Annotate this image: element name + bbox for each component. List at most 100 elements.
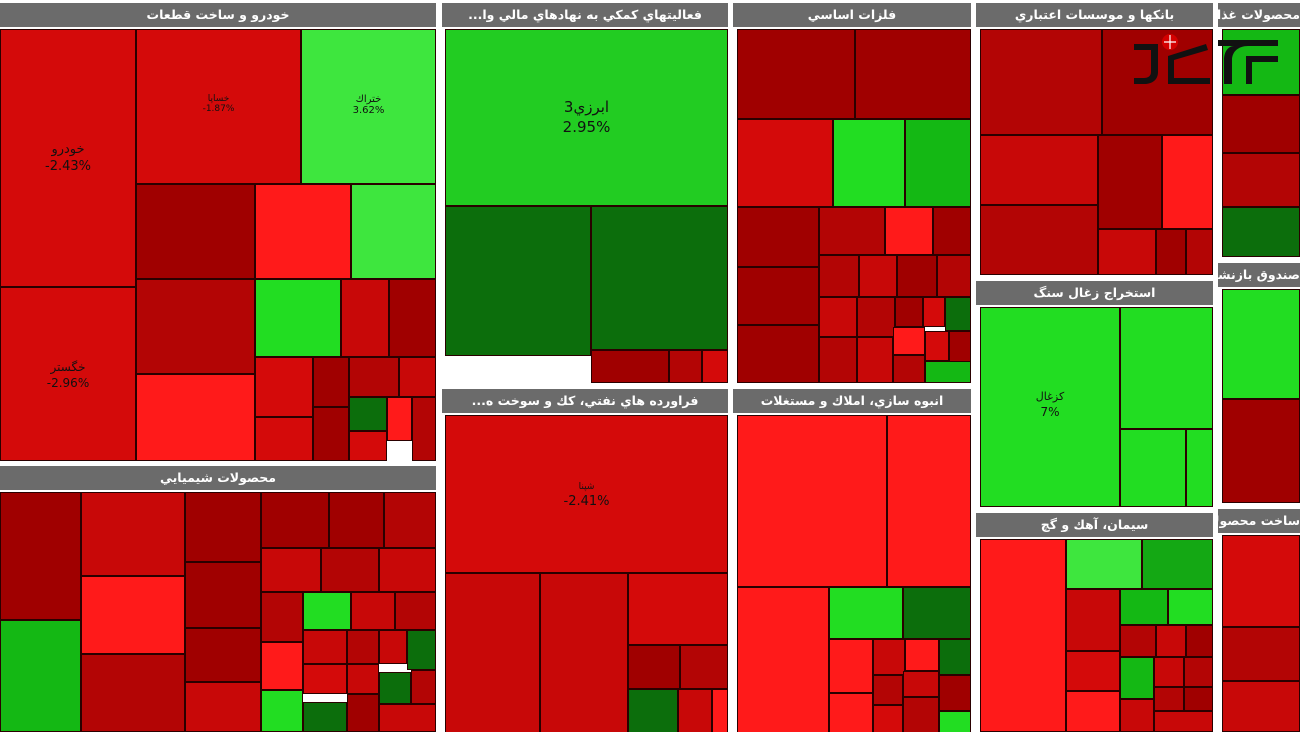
treemap-tile[interactable] xyxy=(136,184,255,279)
treemap-tile[interactable] xyxy=(980,135,1098,205)
treemap-tile[interactable] xyxy=(136,279,255,374)
treemap-tile[interactable] xyxy=(136,374,255,461)
treemap-tile[interactable] xyxy=(829,639,873,693)
treemap-tile[interactable] xyxy=(933,207,971,255)
treemap-tile[interactable] xyxy=(0,620,81,732)
treemap-tile[interactable] xyxy=(1098,229,1156,275)
treemap-tile[interactable] xyxy=(923,297,945,327)
treemap-tile[interactable] xyxy=(897,255,937,297)
treemap-tile[interactable] xyxy=(255,184,351,279)
treemap-tile[interactable] xyxy=(255,357,313,417)
treemap-tile[interactable] xyxy=(81,654,185,732)
treemap-tile[interactable] xyxy=(857,337,893,383)
treemap-tile[interactable] xyxy=(445,573,540,732)
treemap-tile[interactable] xyxy=(819,297,857,337)
treemap-tile[interactable] xyxy=(1120,307,1213,429)
treemap-tile[interactable] xyxy=(680,645,728,689)
treemap-tile[interactable] xyxy=(341,279,389,357)
treemap-tile[interactable] xyxy=(819,255,859,297)
treemap-tile[interactable] xyxy=(185,492,261,562)
treemap-tile[interactable] xyxy=(255,279,341,357)
treemap-tile[interactable] xyxy=(873,639,905,675)
treemap-tile[interactable] xyxy=(1222,399,1300,503)
treemap-tile[interactable] xyxy=(903,587,971,639)
treemap-tile[interactable] xyxy=(445,206,591,356)
treemap-tile[interactable] xyxy=(980,205,1098,275)
treemap-tile[interactable] xyxy=(895,297,923,327)
treemap-tile[interactable] xyxy=(859,255,897,297)
treemap-tile[interactable] xyxy=(855,29,971,119)
treemap-tile[interactable] xyxy=(905,639,939,671)
treemap-tile[interactable] xyxy=(407,630,436,670)
treemap-tile[interactable] xyxy=(412,397,436,461)
treemap-tile[interactable]: ابرزي3 2.95% xyxy=(445,29,728,206)
treemap-tile[interactable] xyxy=(185,682,261,732)
treemap-tile[interactable] xyxy=(925,361,971,383)
treemap-tile[interactable] xyxy=(1156,625,1186,657)
treemap-tile[interactable] xyxy=(384,492,436,548)
treemap-tile[interactable] xyxy=(351,592,395,630)
treemap-tile[interactable]: شپنا -2.41% xyxy=(445,415,728,573)
treemap-tile[interactable] xyxy=(905,119,971,207)
treemap-tile[interactable] xyxy=(1186,625,1213,657)
treemap-tile[interactable] xyxy=(81,576,185,654)
treemap-tile[interactable] xyxy=(387,397,412,441)
treemap-tile[interactable]: خودرو -2.43% xyxy=(0,29,136,287)
treemap-tile[interactable] xyxy=(737,119,833,207)
treemap-tile[interactable] xyxy=(303,592,351,630)
treemap-tile[interactable] xyxy=(1142,539,1213,589)
treemap-tile[interactable] xyxy=(329,492,384,548)
treemap-tile[interactable] xyxy=(1154,657,1184,687)
treemap-tile[interactable] xyxy=(379,630,407,664)
treemap-tile[interactable] xyxy=(411,670,436,704)
treemap-tile[interactable]: خساپا -1.87% xyxy=(136,29,301,184)
treemap-tile[interactable] xyxy=(1120,625,1156,657)
treemap-tile[interactable] xyxy=(1066,589,1120,651)
treemap-tile[interactable] xyxy=(737,415,887,587)
treemap-tile[interactable] xyxy=(347,664,379,694)
treemap-tile[interactable] xyxy=(1120,657,1154,699)
treemap-tile[interactable] xyxy=(980,539,1066,732)
treemap-tile[interactable] xyxy=(857,297,895,337)
treemap-tile[interactable] xyxy=(712,689,728,732)
treemap-tile[interactable] xyxy=(379,704,436,732)
treemap-tile[interactable] xyxy=(1066,539,1142,589)
treemap-tile[interactable] xyxy=(678,689,712,732)
treemap-tile[interactable] xyxy=(1186,429,1213,507)
treemap-tile[interactable] xyxy=(628,645,680,689)
treemap-tile[interactable] xyxy=(591,206,728,350)
treemap-tile[interactable]: ختراك 3.62% xyxy=(301,29,436,184)
treemap-tile[interactable] xyxy=(829,693,873,732)
treemap-tile[interactable] xyxy=(0,492,81,620)
treemap-tile[interactable] xyxy=(833,119,905,207)
treemap-tile[interactable] xyxy=(885,207,933,255)
treemap-tile[interactable] xyxy=(261,690,303,732)
treemap-tile[interactable] xyxy=(669,350,702,383)
treemap-tile[interactable] xyxy=(1154,711,1213,732)
treemap-tile[interactable] xyxy=(1066,691,1120,732)
treemap-tile[interactable] xyxy=(591,350,669,383)
treemap-tile[interactable] xyxy=(349,397,387,431)
treemap-tile[interactable] xyxy=(903,697,939,732)
treemap-tile[interactable] xyxy=(1222,207,1300,257)
treemap-tile[interactable] xyxy=(628,573,728,645)
treemap-tile[interactable] xyxy=(737,207,819,267)
treemap-tile[interactable] xyxy=(185,562,261,628)
treemap-tile[interactable] xyxy=(1066,651,1120,691)
treemap-tile[interactable] xyxy=(893,355,925,383)
treemap-tile[interactable] xyxy=(925,331,949,361)
treemap-tile[interactable] xyxy=(1168,589,1213,625)
treemap-tile[interactable] xyxy=(737,325,819,383)
treemap-tile[interactable] xyxy=(261,492,329,548)
treemap-tile[interactable] xyxy=(1154,687,1184,711)
treemap-tile[interactable] xyxy=(347,694,379,732)
treemap-tile[interactable] xyxy=(303,630,347,664)
treemap-tile[interactable] xyxy=(903,671,939,697)
treemap-tile[interactable] xyxy=(737,267,819,325)
treemap-tile[interactable] xyxy=(1222,95,1300,153)
treemap-tile[interactable] xyxy=(1222,681,1300,732)
treemap-tile[interactable] xyxy=(939,711,971,732)
treemap-tile[interactable] xyxy=(819,337,857,383)
treemap-tile[interactable] xyxy=(893,327,925,355)
treemap-tile[interactable] xyxy=(1222,535,1300,627)
